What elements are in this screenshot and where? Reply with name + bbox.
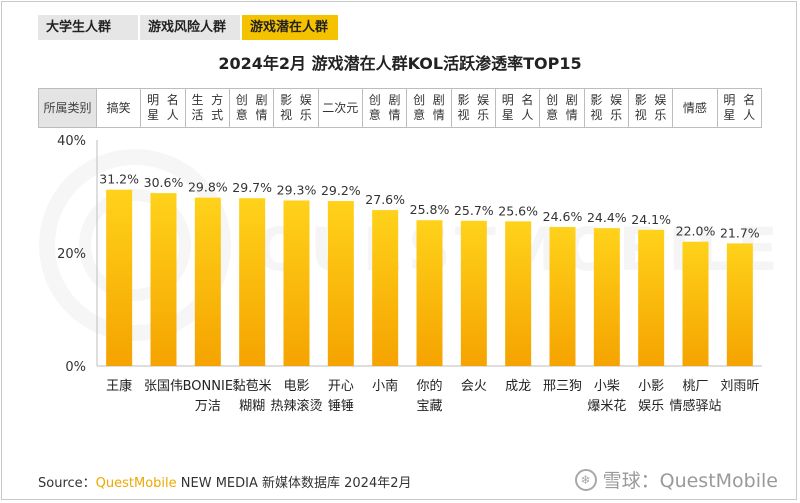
- source-brand: QuestMobile: [95, 476, 177, 491]
- bar: [726, 243, 753, 366]
- x-tick-label: 刘雨昕: [720, 379, 759, 394]
- x-tick-label: BONNIE 万洁: [183, 379, 233, 414]
- bar: [638, 229, 665, 366]
- category-header: 所属 类别: [39, 89, 97, 127]
- x-tick-label: 小柴爆米花: [587, 379, 626, 414]
- x-tick-label: 小南: [372, 378, 398, 394]
- xueqiu-watermark: ❄ 雪球：QuestMobile: [574, 466, 778, 493]
- kol-type-cell: 影视 娱乐: [585, 89, 629, 127]
- x-tick-label: 成龙: [505, 379, 531, 394]
- snowflake-icon: ❄: [574, 468, 597, 491]
- bar: [106, 189, 133, 366]
- kol-type-cell: 创意 剧情: [407, 89, 452, 127]
- kol-type-cell: 创意 剧情: [540, 89, 585, 127]
- source-prefix: Source：: [38, 476, 96, 491]
- kol-type-cell: 生活 方式: [186, 89, 230, 127]
- bar-value-label: 29.3%: [277, 182, 317, 197]
- bar-value-label: 30.6%: [144, 175, 184, 190]
- source-rest: NEW MEDIA 新媒体数据库 2024年2月: [176, 476, 412, 491]
- kol-type-cell: 搞笑: [97, 89, 142, 127]
- bar-value-label: 29.2%: [321, 183, 361, 198]
- x-tick-label: 王康: [106, 378, 132, 394]
- kol-type-cell: 创意 剧情: [230, 89, 275, 127]
- bar-value-label: 24.4%: [587, 210, 627, 225]
- bar: [372, 210, 399, 366]
- x-tick-label: 邢三狗: [543, 379, 582, 394]
- bar-value-label: 29.8%: [188, 180, 228, 195]
- x-tick-label: 你的宝藏: [416, 378, 442, 414]
- x-tick-label: 开心锤锤: [328, 379, 354, 414]
- chart-title: 2024年2月 游戏潜在人群KOL活跃渗透率TOP15: [218, 54, 582, 73]
- bar-value-label: 21.7%: [720, 225, 760, 240]
- kol-type-cell: 明星 名人: [723, 93, 756, 122]
- tab-game-potential-group[interactable]: 游戏潜在人群: [242, 15, 338, 40]
- x-tick-label: 张国伟: [144, 379, 183, 394]
- bar-value-label: 25.7%: [454, 203, 494, 218]
- bar-value-label: 24.6%: [543, 209, 583, 224]
- kol-category-row: 所属 类别 搞笑 明星 名人 生活 方式 创意 剧情 影视 娱乐 二次元 创意 剧情 创意 剧情 影视 娱乐 明星…: [38, 88, 762, 128]
- bar-value-label: 29.7%: [232, 180, 272, 195]
- bar: [150, 193, 177, 366]
- bar: [593, 228, 620, 366]
- bar: [682, 241, 709, 366]
- bar: [283, 200, 310, 366]
- x-tick-label: 会火: [461, 379, 487, 394]
- kol-type-cell: 明星 名人: [496, 89, 541, 127]
- category-header-line: 类别: [67, 101, 92, 115]
- kol-type-cell: 影视 娱乐: [629, 89, 674, 127]
- kol-type-cell: 二次元: [319, 89, 363, 127]
- kol-type-cell: 影视 娱乐: [274, 89, 319, 127]
- bar: [416, 220, 443, 366]
- bar-value-label: 25.6%: [498, 203, 538, 218]
- x-tick-label: 桃厂情感驿站: [669, 379, 721, 414]
- source-note: Source：QuestMobile NEW MEDIA 新媒体数据库 2024…: [38, 472, 412, 491]
- x-tick-label: 黏苞米糊糊: [233, 378, 272, 414]
- y-tick-label: 20%: [57, 247, 86, 262]
- bar: [549, 227, 576, 366]
- category-header-line: 所属: [43, 101, 68, 115]
- tab-game-risk-group[interactable]: 游戏风险人群: [140, 15, 240, 40]
- kol-type-cell: 明星 名人: [141, 89, 186, 127]
- tab-college-students[interactable]: 大学生人群: [38, 15, 138, 40]
- bar-value-label: 25.8%: [410, 202, 450, 217]
- y-tick-label: 40%: [57, 134, 86, 149]
- kol-type-cell: 创意 剧情: [363, 89, 408, 127]
- x-tick-label: 电影热辣滚烫: [270, 379, 322, 414]
- xueqiu-text: 雪球：QuestMobile: [602, 470, 778, 492]
- y-tick-label: 0%: [65, 360, 86, 375]
- bar-value-label: 22.0%: [676, 224, 716, 239]
- kol-type-cell: 情感: [673, 89, 718, 127]
- bar: [194, 197, 221, 366]
- kol-type-cell: 影视 娱乐: [452, 89, 496, 127]
- bar: [505, 221, 532, 366]
- bar: [460, 220, 487, 366]
- x-tick-label: 小影娱乐: [638, 379, 664, 414]
- bar: [327, 201, 354, 366]
- bar-value-label: 27.6%: [365, 192, 405, 207]
- bar-value-label: 24.1%: [631, 212, 671, 227]
- bar-value-label: 31.2%: [99, 172, 139, 187]
- bar: [239, 198, 266, 366]
